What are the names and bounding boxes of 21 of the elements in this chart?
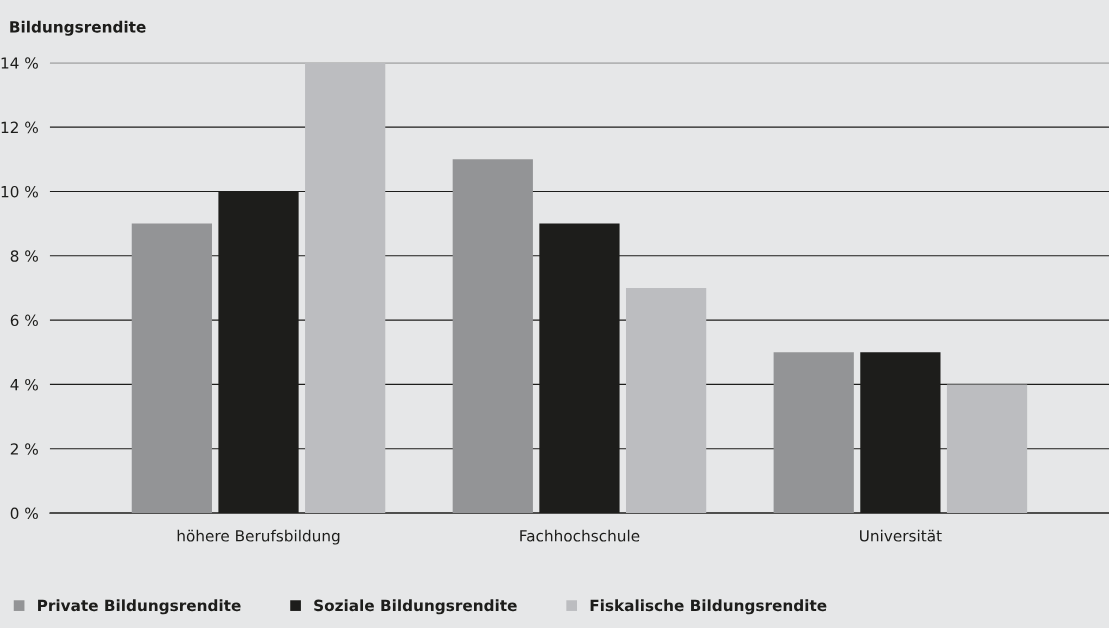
y-tick-label: 14 % xyxy=(1,57,38,69)
bar xyxy=(452,159,533,514)
y-tick-label: 4 % xyxy=(10,378,38,391)
bar xyxy=(946,384,1028,514)
legend-label: Soziale Bildungsrendite xyxy=(314,599,517,615)
bar xyxy=(625,287,707,514)
bar xyxy=(773,352,854,514)
bar xyxy=(305,62,386,514)
y-tick-label: 8 % xyxy=(10,250,38,262)
chart-title: Bildungsrendite xyxy=(10,20,146,36)
y-tick-label: 2 % xyxy=(10,443,38,455)
legend-label: Fiskalische Bildungsrendite xyxy=(590,599,827,615)
bar xyxy=(131,223,212,514)
y-tick-label: 6 % xyxy=(10,314,38,327)
x-tick-label: Universität xyxy=(860,529,942,542)
x-tick-label: Fachhochschule xyxy=(520,529,640,542)
y-tick-label: 10 % xyxy=(1,185,38,198)
y-tick-label: 0 % xyxy=(10,507,38,520)
y-tick-label: 12 % xyxy=(1,121,38,134)
legend-label: Private Bildungsrendite xyxy=(38,599,241,615)
x-tick-label: höhere Berufsbildung xyxy=(177,529,340,545)
